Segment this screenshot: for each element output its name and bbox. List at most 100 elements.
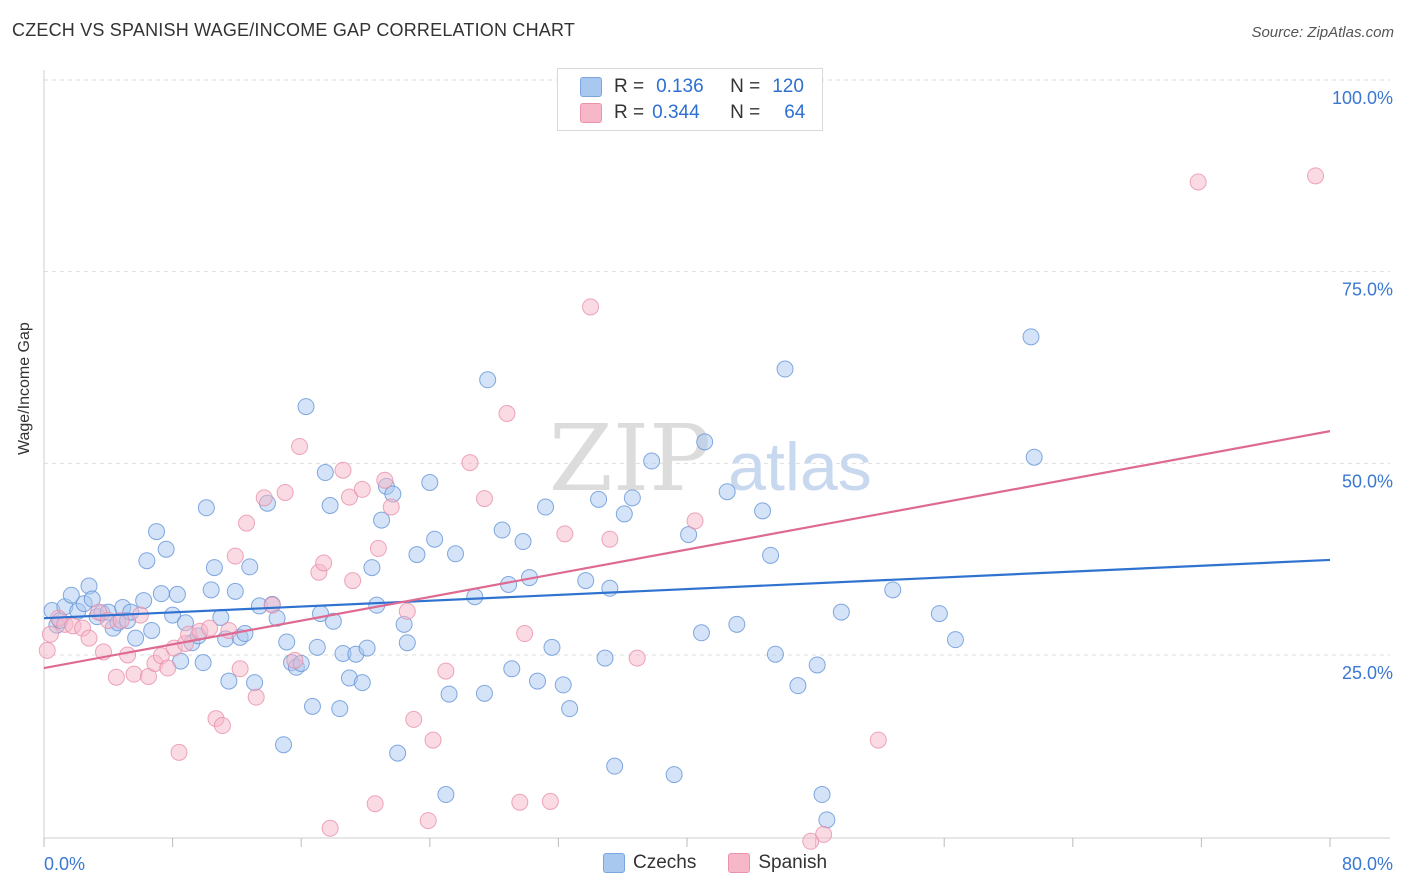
point-czechs <box>62 586 80 604</box>
point-spanish <box>107 668 125 686</box>
point-czechs <box>373 511 391 529</box>
point-spanish <box>238 514 256 532</box>
point-spanish <box>80 629 98 647</box>
point-spanish <box>263 596 281 614</box>
point-spanish <box>344 572 362 590</box>
point-spanish <box>815 825 833 843</box>
point-czechs <box>1025 448 1043 466</box>
point-czechs <box>440 685 458 703</box>
point-spanish <box>398 602 416 620</box>
legend-item-czechs[interactable]: Czechs <box>603 852 696 874</box>
point-spanish <box>315 554 333 572</box>
point-czechs <box>358 639 376 657</box>
point-spanish <box>461 454 479 472</box>
series-legend: Czechs Spanish <box>603 852 859 874</box>
point-czechs <box>426 530 444 548</box>
point-czechs <box>529 672 547 690</box>
legend-r-label: R = <box>614 102 645 123</box>
x-tick-label: 80.0% <box>1342 854 1393 874</box>
y-axis-label: Wage/Income Gap <box>16 322 33 455</box>
legend-n-label: N = <box>730 102 761 123</box>
legend-swatch-spanish <box>728 853 751 873</box>
point-czechs <box>615 505 633 523</box>
point-spanish <box>1307 167 1325 185</box>
point-czechs <box>220 672 238 690</box>
point-spanish <box>437 662 455 680</box>
point-czechs <box>297 398 315 416</box>
gridlines <box>44 79 1390 656</box>
point-spanish <box>511 793 529 811</box>
point-czechs <box>776 360 794 378</box>
y-tick-label: 75.0% <box>1342 280 1393 300</box>
point-czechs <box>503 660 521 678</box>
point-czechs <box>437 786 455 804</box>
point-spanish <box>353 480 371 498</box>
point-spanish <box>201 619 219 637</box>
point-spanish <box>686 512 704 530</box>
point-czechs <box>930 605 948 623</box>
point-czechs <box>194 654 212 672</box>
point-czechs <box>389 744 407 762</box>
point-czechs <box>884 581 902 599</box>
legend-r-value: 0.344 <box>652 102 700 123</box>
chart-title: CZECH VS SPANISH WAGE/INCOME GAP CORRELA… <box>12 20 576 40</box>
point-spanish <box>376 471 394 489</box>
point-spanish <box>601 530 619 548</box>
trend-line-spanish <box>43 430 1331 670</box>
point-czechs <box>246 674 264 692</box>
point-czechs <box>537 498 555 516</box>
point-czechs <box>493 521 511 539</box>
trend-line-czechs <box>43 558 1331 620</box>
series-czechs <box>43 328 1043 829</box>
point-czechs <box>696 433 714 451</box>
y-tick-label: 50.0% <box>1342 471 1393 491</box>
legend-r-label: R = <box>614 76 645 97</box>
point-czechs <box>135 592 153 610</box>
point-czechs <box>1022 328 1040 346</box>
point-czechs <box>226 582 244 600</box>
legend-n-value: 120 <box>772 76 804 97</box>
point-czechs <box>447 545 465 563</box>
point-spanish <box>231 660 249 678</box>
point-czechs <box>321 497 339 514</box>
point-czechs <box>363 559 381 577</box>
point-czechs <box>205 559 223 577</box>
point-czechs <box>818 811 836 829</box>
point-czechs <box>308 638 326 656</box>
point-czechs <box>278 633 296 651</box>
point-czechs <box>168 585 186 603</box>
point-spanish <box>475 490 493 508</box>
point-czechs <box>946 631 964 649</box>
point-czechs <box>577 572 595 590</box>
legend-item-spanish[interactable]: Spanish <box>728 852 827 874</box>
point-czechs <box>157 540 175 558</box>
point-czechs <box>514 533 532 551</box>
point-spanish <box>405 710 423 728</box>
point-czechs <box>275 736 293 754</box>
point-czechs <box>762 546 780 564</box>
point-spanish <box>340 488 358 506</box>
point-spanish <box>516 625 534 643</box>
point-spanish <box>498 405 516 422</box>
point-czechs <box>408 546 426 564</box>
point-spanish <box>112 612 130 629</box>
point-czechs <box>466 588 484 606</box>
point-czechs <box>331 700 349 718</box>
point-czechs <box>475 684 493 702</box>
legend-swatch-czechs <box>580 77 602 97</box>
point-spanish <box>125 665 143 683</box>
legend-row-spanish: R = 0.344 N = 64 <box>580 100 805 126</box>
point-spanish <box>556 525 574 543</box>
legend-r-value: 0.136 <box>656 76 704 97</box>
point-czechs <box>643 452 661 470</box>
point-czechs <box>353 674 371 692</box>
stats-legend: R = 0.136 N = 120 R = 0.344 N = 64 <box>557 68 823 131</box>
point-czechs <box>127 629 145 647</box>
trend-lines <box>43 430 1331 670</box>
point-czechs <box>561 700 579 718</box>
point-czechs <box>718 483 736 501</box>
point-spanish <box>286 651 304 669</box>
point-czechs <box>680 526 698 544</box>
point-czechs <box>832 603 850 621</box>
legend-label-czechs: Czechs <box>633 852 697 873</box>
